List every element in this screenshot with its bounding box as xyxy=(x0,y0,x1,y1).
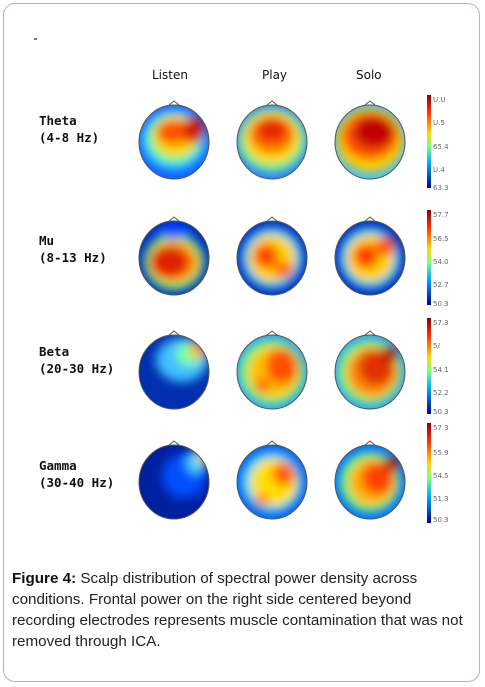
colorbar-mu-tick: 52.7 xyxy=(433,281,449,289)
colorbar-beta-tick: 5/ xyxy=(433,342,440,350)
colorbar-gamma-tick: 54.5 xyxy=(433,472,449,480)
column-header-solo: Solo xyxy=(356,68,382,82)
scalp-map-beta-solo xyxy=(334,330,406,410)
colorbar-theta-tick: U.U xyxy=(433,96,446,104)
column-header-play: Play xyxy=(262,68,288,82)
colorbar-gamma-tick: 50.3 xyxy=(433,516,449,524)
band-name: Beta xyxy=(39,344,70,359)
colorbar-theta-tick: U.4 xyxy=(433,166,445,174)
band-name: Theta xyxy=(39,113,77,128)
column-header-listen: Listen xyxy=(152,68,188,82)
scalp-map-theta-play xyxy=(236,100,308,180)
colorbar-gamma-tick: 55.9 xyxy=(433,449,449,457)
colorbar-mu-tick: 54.0 xyxy=(433,258,449,266)
row-label-theta: Theta (4-8 Hz) xyxy=(39,112,99,146)
scalp-map-beta-play xyxy=(236,330,308,410)
colorbar-theta-tick: U.5 xyxy=(433,119,445,127)
band-range: (30-40 Hz) xyxy=(39,475,115,490)
scalp-map-theta-listen xyxy=(138,100,210,180)
scalp-map-gamma-solo xyxy=(334,440,406,520)
colorbar-theta xyxy=(427,95,431,188)
colorbar-beta-tick: 50.3 xyxy=(433,408,449,416)
row-label-mu: Mu (8-13 Hz) xyxy=(39,232,107,266)
corner-mark xyxy=(34,38,37,40)
row-label-beta: Beta (20-30 Hz) xyxy=(39,343,114,377)
colorbar-mu-tick: 57.7 xyxy=(433,211,449,219)
band-range: (8-13 Hz) xyxy=(39,250,107,265)
colorbar-beta-tick: 54.1 xyxy=(433,366,449,374)
colorbar-beta xyxy=(427,318,431,414)
caption-text: Scalp distribution of spectral power den… xyxy=(12,570,463,650)
band-range: (20-30 Hz) xyxy=(39,361,115,376)
colorbar-beta-tick: 57.3 xyxy=(433,319,449,327)
scalp-map-mu-play xyxy=(236,216,308,296)
scalp-map-mu-solo xyxy=(334,216,406,296)
band-range: (4-8 Hz) xyxy=(39,130,100,145)
scalp-map-gamma-play xyxy=(236,440,308,520)
colorbar-gamma-tick: 57.3 xyxy=(433,424,449,432)
scalp-map-mu-listen xyxy=(138,216,210,296)
colorbar-beta-tick: 52.2 xyxy=(433,389,449,397)
colorbar-theta-tick: 63.3 xyxy=(433,184,449,192)
colorbar-gamma xyxy=(427,423,431,523)
figure-frame xyxy=(3,3,480,682)
scalp-map-beta-listen xyxy=(138,330,210,410)
scalp-map-theta-solo xyxy=(334,100,406,180)
band-name: Mu xyxy=(39,233,55,248)
row-label-gamma: Gamma (30-40 Hz) xyxy=(39,457,114,491)
colorbar-mu-tick: 50.3 xyxy=(433,300,449,308)
colorbar-mu xyxy=(427,210,431,305)
colorbar-theta-tick: 65.4 xyxy=(433,143,449,151)
band-name: Gamma xyxy=(39,458,77,473)
figure-caption: Figure 4: Scalp distribution of spectral… xyxy=(12,568,474,652)
colorbar-gamma-tick: 51.3 xyxy=(433,495,449,503)
caption-label: Figure 4: xyxy=(12,570,77,587)
scalp-map-gamma-listen xyxy=(138,440,210,520)
colorbar-mu-tick: 56.5 xyxy=(433,235,449,243)
